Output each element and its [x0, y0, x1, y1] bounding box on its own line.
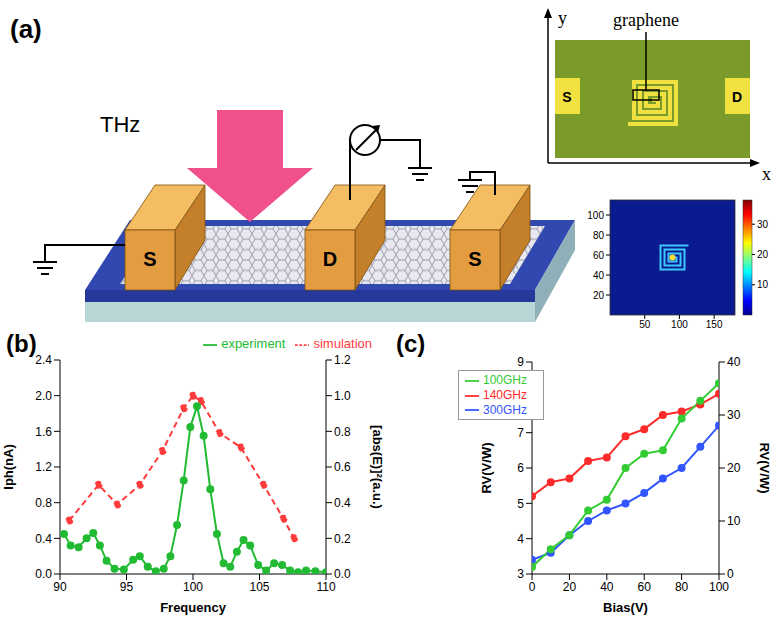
svg-text:150: 150 [706, 319, 723, 330]
svg-text:0.2: 0.2 [334, 532, 351, 546]
svg-text:40: 40 [600, 580, 614, 594]
svg-text:100: 100 [671, 319, 688, 330]
svg-text:40: 40 [727, 355, 741, 369]
svg-text:80: 80 [593, 230, 605, 241]
svg-text:40: 40 [593, 270, 605, 281]
svg-text:20: 20 [757, 249, 769, 260]
svg-text:0.0: 0.0 [35, 567, 52, 581]
svg-text:0: 0 [529, 580, 536, 594]
svg-text:RV(V/W): RV(V/W) [757, 442, 772, 493]
svg-text:THz: THz [100, 112, 140, 137]
svg-text:100: 100 [587, 210, 604, 221]
svg-text:10: 10 [727, 514, 741, 528]
svg-text:20: 20 [563, 580, 577, 594]
svg-text:6: 6 [517, 461, 524, 475]
svg-text:4: 4 [517, 532, 524, 546]
svg-text:0.8: 0.8 [334, 425, 351, 439]
svg-text:10: 10 [757, 279, 769, 290]
svg-text:1.2: 1.2 [334, 353, 351, 367]
svg-text:50: 50 [639, 319, 651, 330]
svg-text:105: 105 [249, 580, 269, 594]
svg-text:1.0: 1.0 [334, 389, 351, 403]
svg-text:y: y [558, 8, 567, 28]
svg-text:8: 8 [517, 391, 524, 405]
svg-text:60: 60 [638, 580, 652, 594]
svg-text:graphene: graphene [613, 10, 679, 30]
svg-text:0.8: 0.8 [35, 496, 52, 510]
svg-text:3: 3 [517, 567, 524, 581]
svg-text:9: 9 [517, 355, 524, 369]
svg-text:S: S [468, 248, 481, 270]
svg-text:0.4: 0.4 [334, 496, 351, 510]
svg-text:Iph(nA): Iph(nA) [1, 444, 16, 489]
svg-text:1.2: 1.2 [35, 460, 52, 474]
svg-text:100: 100 [183, 580, 203, 594]
svg-text:S: S [562, 89, 571, 105]
svg-text:(a): (a) [10, 14, 42, 44]
svg-text:Bias(V): Bias(V) [603, 600, 648, 615]
svg-text:0: 0 [727, 567, 734, 581]
svg-text:5: 5 [517, 497, 524, 511]
svg-text:60: 60 [593, 250, 605, 261]
svg-text:Frequency: Frequency [160, 600, 227, 615]
svg-text:x: x [762, 164, 771, 184]
svg-text:1.6: 1.6 [35, 425, 52, 439]
svg-text:20: 20 [593, 290, 605, 301]
svg-text:0.0: 0.0 [334, 567, 351, 581]
svg-text:[abs(E)]²(a.u.): [abs(E)]²(a.u.) [370, 425, 385, 509]
svg-text:0.4: 0.4 [35, 532, 52, 546]
svg-text:2.0: 2.0 [35, 389, 52, 403]
svg-text:RV(V/W): RV(V/W) [479, 442, 494, 493]
svg-text:110: 110 [316, 580, 335, 594]
svg-text:100: 100 [709, 580, 729, 594]
svg-text:2.4: 2.4 [35, 353, 52, 367]
svg-text:20: 20 [727, 461, 741, 475]
svg-text:30: 30 [727, 408, 741, 422]
svg-text:0.6: 0.6 [334, 460, 351, 474]
svg-text:30: 30 [757, 219, 769, 230]
svg-text:80: 80 [675, 580, 689, 594]
svg-text:S: S [143, 248, 156, 270]
svg-text:D: D [323, 248, 337, 270]
svg-text:D: D [732, 89, 742, 105]
svg-text:95: 95 [120, 580, 134, 594]
svg-text:7: 7 [517, 426, 524, 440]
svg-text:90: 90 [53, 580, 67, 594]
